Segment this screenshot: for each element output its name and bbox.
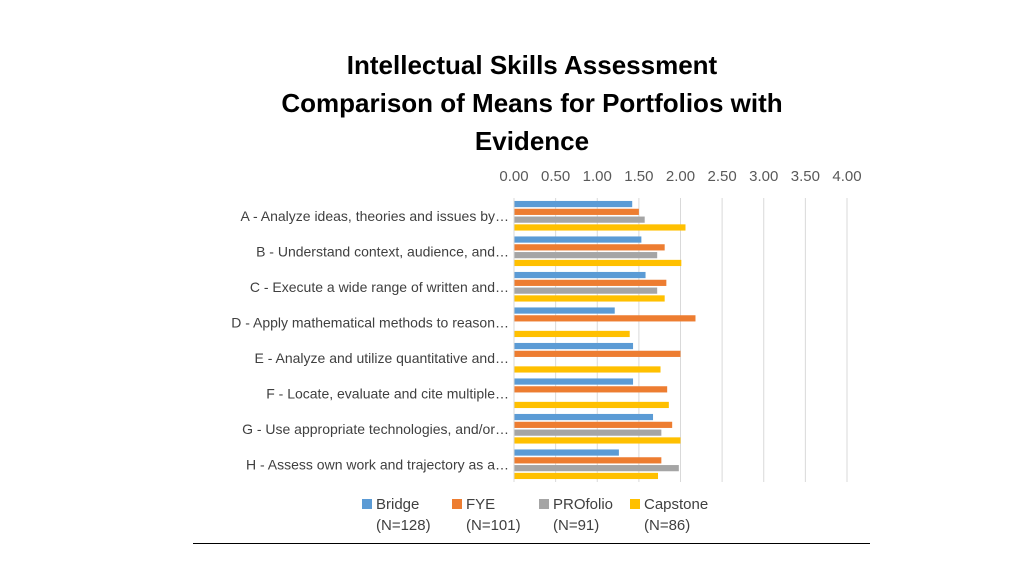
- x-tick-label: 2.00: [666, 168, 695, 185]
- bar: [514, 252, 658, 259]
- bar: [514, 342, 634, 350]
- chart-title-line-1: Intellectual Skills Assessment: [346, 50, 718, 80]
- category-label: F - Locate, evaluate and cite multiple…: [266, 385, 509, 401]
- legend-label: (N=101): [466, 517, 521, 534]
- bar: [514, 271, 646, 279]
- bar: [514, 307, 615, 314]
- bar: [514, 279, 667, 286]
- bar: [514, 216, 645, 223]
- legend-label: FYE: [466, 496, 495, 513]
- x-tick-label: 3.00: [749, 168, 778, 185]
- x-tick-label: 0.50: [541, 168, 570, 185]
- slide-bottom-rule: [193, 543, 870, 544]
- bar: [514, 437, 681, 444]
- legend-label: Capstone: [644, 496, 708, 513]
- legend-swatch: [362, 499, 372, 509]
- x-tick-label: 0.00: [499, 168, 528, 185]
- chart-title-line-2: Comparison of Means for Portfolios with: [281, 88, 783, 118]
- bar: [514, 378, 634, 385]
- legend-label: (N=128): [376, 517, 431, 534]
- bar: [514, 287, 658, 294]
- bar: [514, 401, 669, 409]
- x-tick-label: 1.50: [624, 168, 653, 185]
- bar: [514, 421, 673, 428]
- x-tick-label: 3.50: [791, 168, 820, 185]
- bar: [514, 244, 665, 251]
- bar: [514, 457, 662, 464]
- bar: [514, 330, 630, 338]
- legend-label: Bridge: [376, 496, 419, 513]
- category-label: C - Execute a wide range of written and…: [250, 279, 509, 295]
- legend-label: PROfolio: [553, 496, 613, 513]
- category-label: B - Understand context, audience, and…: [256, 243, 509, 259]
- bar: [514, 472, 659, 480]
- bar: [514, 200, 633, 208]
- bar: [514, 350, 681, 357]
- bar: [514, 259, 682, 267]
- legend-label: (N=91): [553, 517, 599, 534]
- bar: [514, 413, 654, 421]
- bar: [514, 366, 661, 373]
- bar: [514, 449, 619, 456]
- category-label: E - Analyze and utilize quantitative and…: [255, 350, 510, 366]
- bar: [514, 465, 679, 472]
- x-tick-label: 1.00: [583, 168, 612, 185]
- legend-swatch: [630, 499, 640, 509]
- x-tick-label: 4.00: [832, 168, 861, 185]
- bar: [514, 236, 642, 243]
- bar: [514, 315, 696, 322]
- bar: [514, 295, 665, 302]
- category-label: A - Analyze ideas, theories and issues b…: [241, 208, 509, 224]
- chart-title-line-3: Evidence: [474, 126, 590, 156]
- category-label: H - Assess own work and trajectory as a…: [246, 456, 509, 472]
- legend-swatch: [539, 499, 549, 509]
- category-label: D - Apply mathematical methods to reason…: [231, 314, 509, 330]
- bar: [514, 208, 639, 215]
- legend-label: (N=86): [644, 517, 690, 534]
- x-tick-label: 2.50: [708, 168, 737, 185]
- bar: [514, 386, 668, 393]
- bar: [514, 224, 686, 231]
- legend-swatch: [452, 499, 462, 509]
- category-label: G - Use appropriate technologies, and/or…: [242, 421, 509, 437]
- bar: [514, 429, 662, 436]
